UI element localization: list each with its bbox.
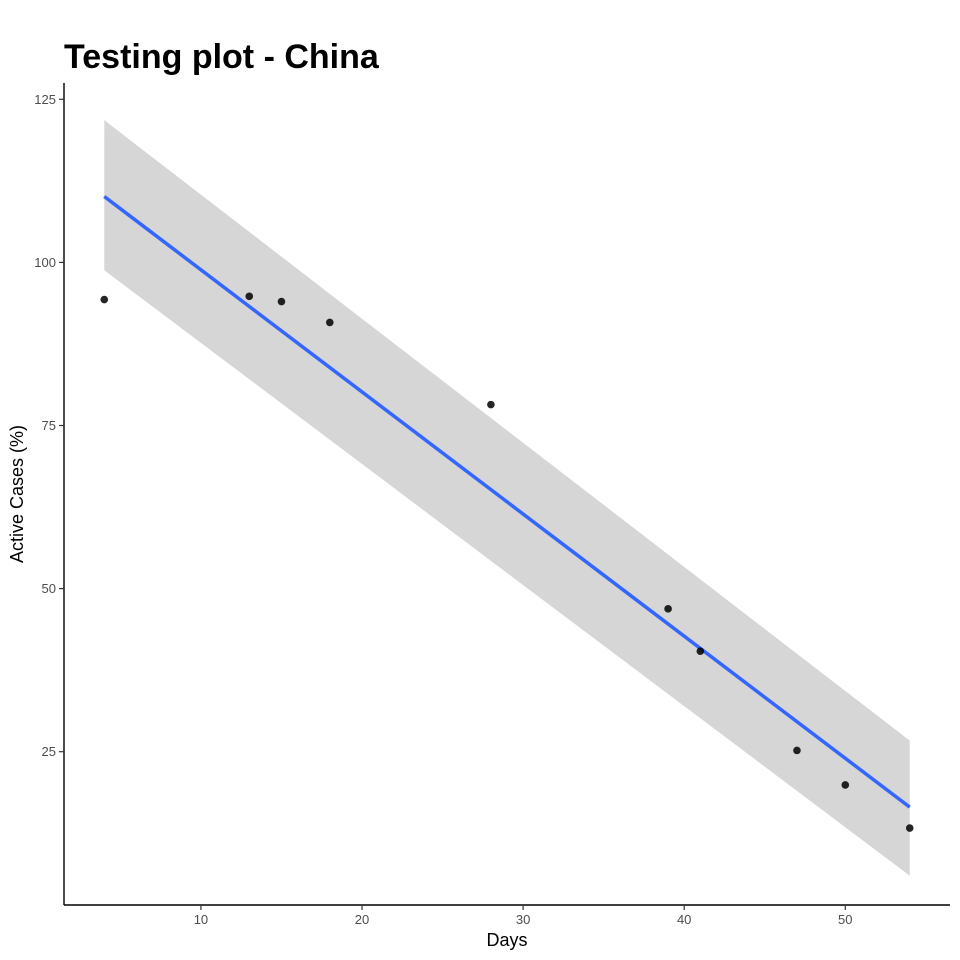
x-tick-label-40: 40 [677,912,691,927]
data-point-10 [905,824,914,832]
x-axis-label: Days [486,930,527,950]
data-point-3 [277,297,286,306]
x-tick-label-10: 10 [194,912,208,927]
y-tick-label-50: 50 [42,581,56,596]
y-tick-label-100: 100 [34,255,56,270]
fit-line-layer [103,195,911,809]
data-point-8 [793,746,801,755]
x-tick-label-30: 30 [516,912,530,927]
x-axis-ticks: 10 20 30 40 50 [194,905,853,927]
data-point-1 [100,295,109,304]
data-point-6 [664,605,672,613]
confidence-band [104,120,910,876]
chart-title: Testing plot - China [64,38,380,76]
confidence-band-layer [104,120,910,876]
x-tick-label-20: 20 [355,912,369,927]
points-layer [100,292,914,832]
y-axis-label: Active Cases (%) [7,425,27,563]
data-point-9 [841,781,850,789]
data-point-4 [326,318,334,327]
data-point-5 [487,400,495,409]
fit-line [103,195,911,809]
y-tick-label-125: 125 [34,92,56,107]
y-tick-label-75: 75 [42,418,56,433]
x-tick-label-50: 50 [838,912,852,927]
data-point-7 [696,647,705,656]
data-point-2 [245,292,254,301]
y-axis-ticks: 25 50 75 100 125 [34,92,64,759]
y-tick-label-25: 25 [42,744,56,759]
